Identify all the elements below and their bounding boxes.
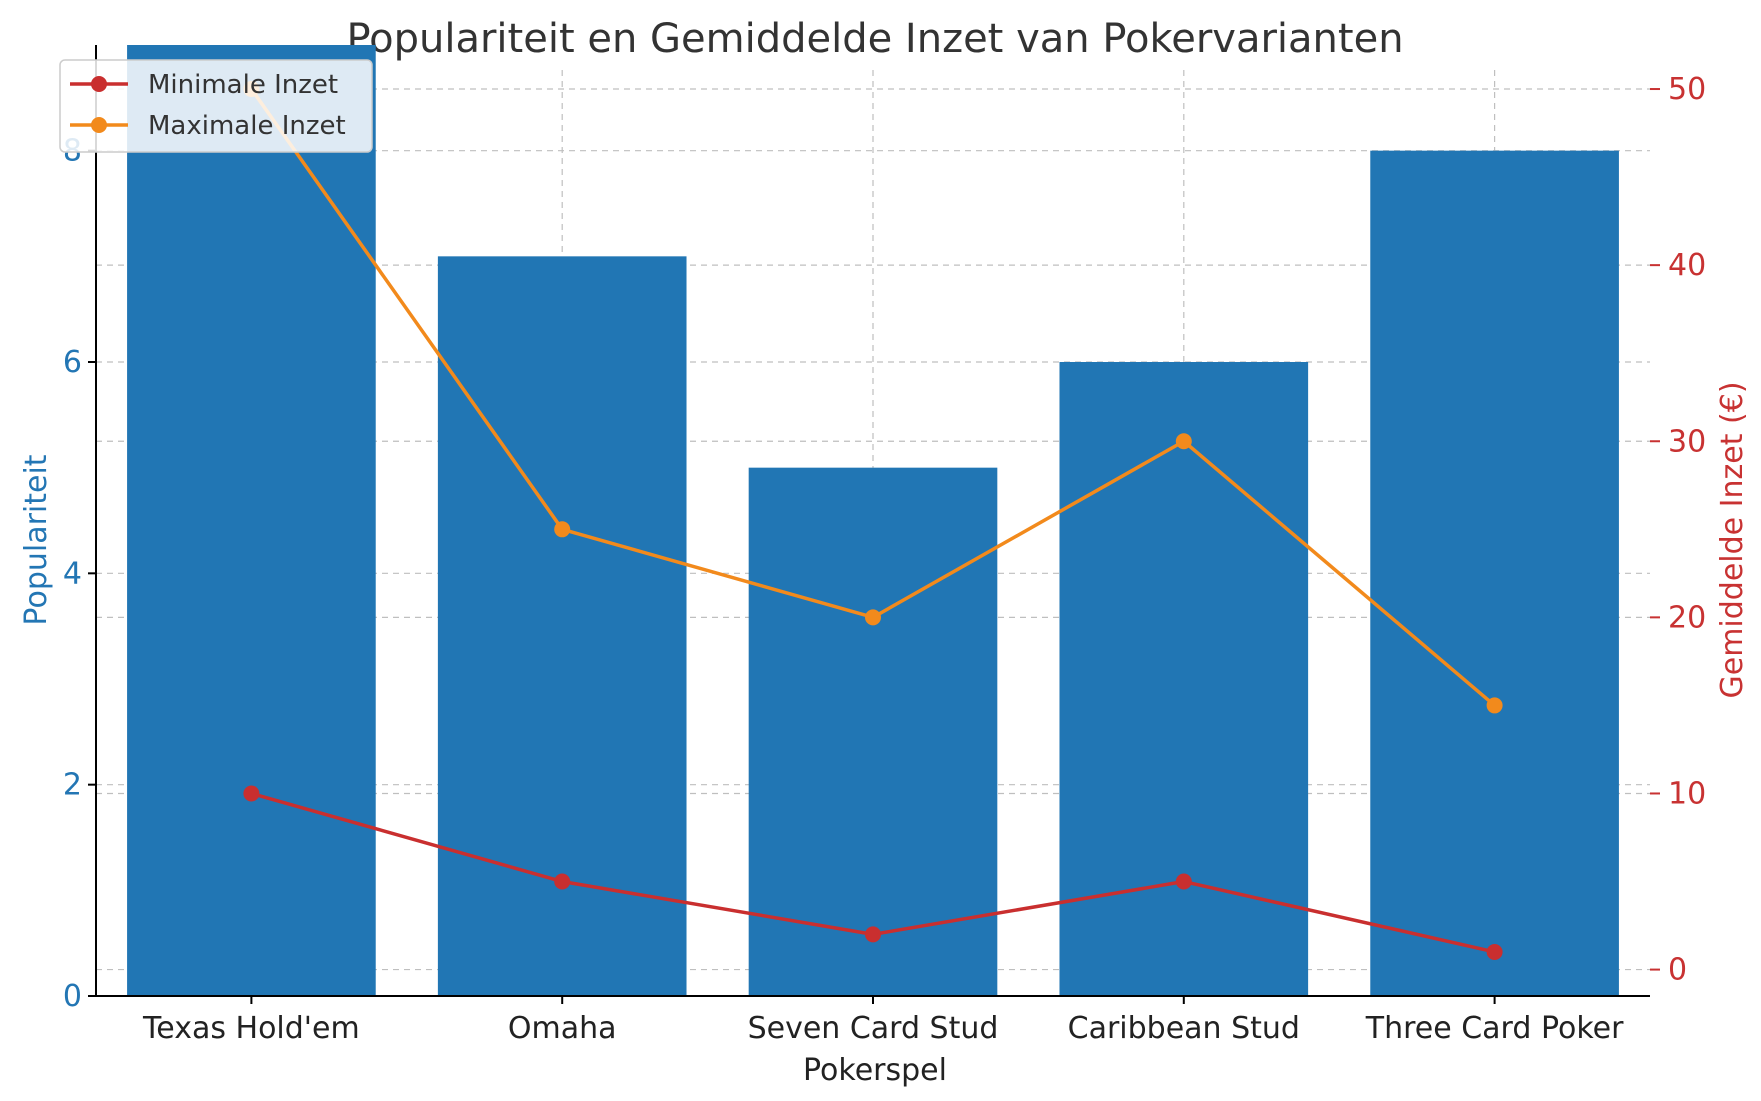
legend-swatch-marker — [91, 117, 107, 133]
bar — [748, 467, 998, 997]
legend: Minimale Inzet Maximale Inzet — [59, 59, 373, 153]
series-point — [243, 785, 260, 802]
legend-entry-maximale-inzet: Maximale Inzet — [70, 111, 346, 141]
x-tick-label: Three Card Poker — [1365, 1011, 1624, 1046]
left-y-tick-label: 2 — [63, 768, 82, 803]
x-ticks: Texas Hold'em Omaha Seven Card Stud Caribbe… — [142, 996, 1624, 1046]
chart-title: Populariteit en Gemiddelde Inzet van Pok… — [346, 16, 1403, 62]
x-axis-label: Pokerspel — [803, 1053, 947, 1088]
legend-label: Minimale Inzet — [148, 70, 338, 100]
series-point — [554, 521, 571, 538]
series-point — [1486, 943, 1503, 960]
right-y-tick-label: 30 — [1668, 424, 1706, 459]
series-point — [865, 926, 881, 943]
x-tick-label: Caribbean Stud — [1068, 1011, 1300, 1046]
legend-label: Maximale Inzet — [148, 111, 346, 141]
x-tick-label: Omaha — [508, 1011, 617, 1046]
series-point — [554, 873, 571, 890]
bars — [127, 45, 1619, 997]
bar — [1370, 150, 1619, 996]
series-point — [1486, 697, 1503, 714]
left-y-ticks: 02468 — [63, 134, 96, 1014]
right-y-tick-label: 50 — [1668, 72, 1706, 107]
x-tick-label: Seven Card Stud — [748, 1011, 999, 1046]
series-point — [1175, 433, 1192, 450]
right-y-tick-label: 40 — [1668, 248, 1706, 283]
series-point — [865, 609, 881, 626]
left-y-axis-label: Populariteit — [19, 454, 54, 625]
right-y-tick-label: 0 — [1668, 953, 1687, 988]
legend-box — [59, 59, 373, 153]
right-y-tick-label: 20 — [1668, 600, 1706, 635]
legend-swatch-marker — [91, 76, 107, 92]
left-y-tick-label: 4 — [63, 556, 82, 591]
left-y-tick-label: 0 — [63, 979, 82, 1014]
right-y-ticks: 0 10 20 30 40 50 — [1650, 72, 1706, 988]
bar — [1059, 362, 1309, 996]
right-y-tick-label: 10 — [1668, 776, 1706, 811]
line-series — [243, 81, 1503, 960]
bar — [437, 256, 687, 996]
bar — [127, 45, 376, 996]
series-point — [1175, 873, 1192, 890]
x-tick-label: Texas Hold'em — [142, 1011, 360, 1046]
left-y-tick-label: 6 — [63, 345, 82, 380]
legend-entry-minimale-inzet: Minimale Inzet — [70, 70, 338, 100]
right-y-axis-label: Gemiddelde Inzet (€) — [1715, 381, 1750, 698]
